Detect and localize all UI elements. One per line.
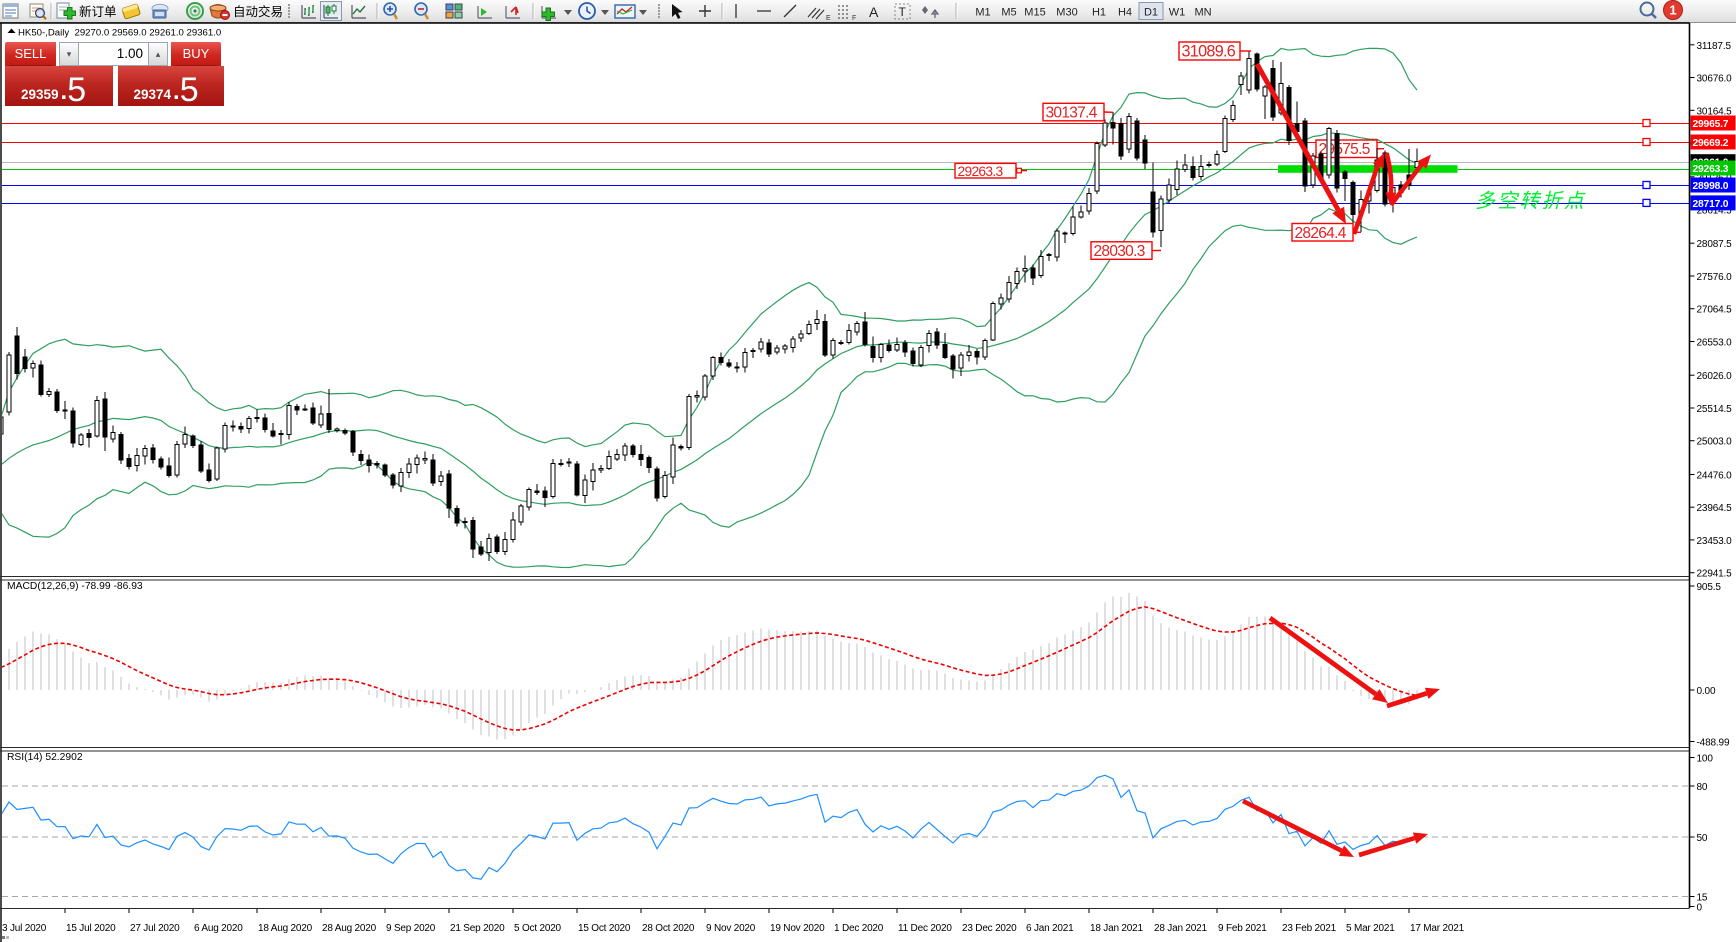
svg-text:30164.5: 30164.5 [1697,106,1733,117]
svg-text:29575.5: 29575.5 [1319,141,1370,158]
svg-text:9 Nov 2020: 9 Nov 2020 [706,923,756,934]
svg-text:21 Sep 2020: 21 Sep 2020 [450,923,505,934]
svg-text:M30: M30 [1056,7,1077,19]
svg-text:28998.0: 28998.0 [1693,181,1729,192]
svg-text:28264.4: 28264.4 [1295,225,1347,242]
svg-text:H4: H4 [1118,7,1132,19]
svg-text:15 Jul 2020: 15 Jul 2020 [66,923,116,934]
svg-text:9 Sep 2020: 9 Sep 2020 [386,923,436,934]
svg-text:18 Aug 2020: 18 Aug 2020 [258,923,313,934]
svg-text:31187.5: 31187.5 [1697,41,1732,52]
svg-text:M1: M1 [975,7,990,19]
svg-text:5 Oct 2020: 5 Oct 2020 [514,923,562,934]
svg-text:H1: H1 [1092,7,1106,19]
svg-text:28 Oct 2020: 28 Oct 2020 [642,923,695,934]
svg-text:29263.3: 29263.3 [1693,164,1729,175]
svg-text:15 Oct 2020: 15 Oct 2020 [578,923,631,934]
svg-text:W1: W1 [1169,7,1186,19]
svg-text:0: 0 [1697,903,1703,914]
svg-text:3 Jul 2020: 3 Jul 2020 [2,923,47,934]
svg-text:27064.5: 27064.5 [1697,305,1733,316]
svg-text:80: 80 [1697,782,1708,793]
svg-text:1: 1 [1669,3,1676,18]
svg-text:新订单: 新订单 [79,4,117,19]
svg-text:F: F [852,15,856,22]
svg-text:27576.0: 27576.0 [1697,272,1733,283]
svg-text:RSI(14) 52.2902: RSI(14) 52.2902 [7,752,83,763]
svg-text:15: 15 [1697,893,1708,904]
svg-text:28 Aug 2020: 28 Aug 2020 [322,923,377,934]
svg-text:50: 50 [1697,833,1708,844]
svg-text:23 Dec 2020: 23 Dec 2020 [962,923,1017,934]
svg-text:28717.0: 28717.0 [1693,199,1729,210]
svg-text:23 Feb 2021: 23 Feb 2021 [1282,923,1337,934]
svg-text:E: E [826,15,831,22]
svg-text:6 Jan 2021: 6 Jan 2021 [1026,923,1074,934]
svg-text:23453.0: 23453.0 [1697,536,1733,547]
svg-text:31089.6: 31089.6 [1182,43,1236,61]
svg-text:26553.0: 26553.0 [1697,338,1733,349]
svg-text:29669.2: 29669.2 [1693,138,1729,149]
svg-text:25003.0: 25003.0 [1697,437,1733,448]
svg-text:M5: M5 [1001,7,1016,19]
svg-text:23964.5: 23964.5 [1697,503,1733,514]
svg-text:9 Feb 2021: 9 Feb 2021 [1218,923,1267,934]
svg-text:100: 100 [1697,754,1714,765]
svg-text:905.5: 905.5 [1697,582,1722,593]
svg-text:28 Jan 2021: 28 Jan 2021 [1154,923,1207,934]
svg-text:6 Aug 2020: 6 Aug 2020 [194,923,243,934]
svg-text:28614.5: 28614.5 [1697,206,1733,217]
svg-text:M15: M15 [1024,7,1045,19]
svg-text:MN: MN [1194,7,1211,19]
svg-text:28030.3: 28030.3 [1094,243,1145,260]
svg-text:30676.0: 30676.0 [1697,74,1733,85]
svg-text:24476.0: 24476.0 [1697,471,1733,482]
svg-text:28087.5: 28087.5 [1697,239,1733,250]
svg-text:27 Jul 2020: 27 Jul 2020 [130,923,180,934]
svg-text:25514.5: 25514.5 [1697,404,1733,415]
svg-text:-488.99: -488.99 [1697,738,1730,749]
svg-text:19 Nov 2020: 19 Nov 2020 [770,923,825,934]
svg-text:5 Mar 2021: 5 Mar 2021 [1346,923,1395,934]
svg-text:17 Mar 2021: 17 Mar 2021 [1410,923,1465,934]
svg-text:D1: D1 [1144,7,1158,19]
svg-text:29965.7: 29965.7 [1693,119,1729,130]
svg-text:0.00: 0.00 [1697,686,1716,697]
svg-text:11 Dec 2020: 11 Dec 2020 [898,923,952,934]
svg-text:自动交易: 自动交易 [233,4,283,19]
svg-text:MACD(12,26,9) -78.99 -86.93: MACD(12,26,9) -78.99 -86.93 [7,581,143,592]
svg-text:多空转折点: 多空转折点 [1475,191,1586,213]
svg-text:18 Jan 2021: 18 Jan 2021 [1090,923,1143,934]
svg-text:22941.5: 22941.5 [1697,569,1733,580]
svg-text:T: T [899,5,907,19]
svg-text:26026.0: 26026.0 [1697,371,1733,382]
svg-text:1 Dec 2020: 1 Dec 2020 [834,923,884,934]
svg-text:29263.3: 29263.3 [958,164,1004,179]
svg-text:30137.4: 30137.4 [1046,105,1098,122]
svg-text:HK50-,Daily 29270.0 29569.0 2: HK50-,Daily 29270.0 29569.0 29261.0 2936… [18,28,221,39]
svg-text:A: A [869,4,879,20]
